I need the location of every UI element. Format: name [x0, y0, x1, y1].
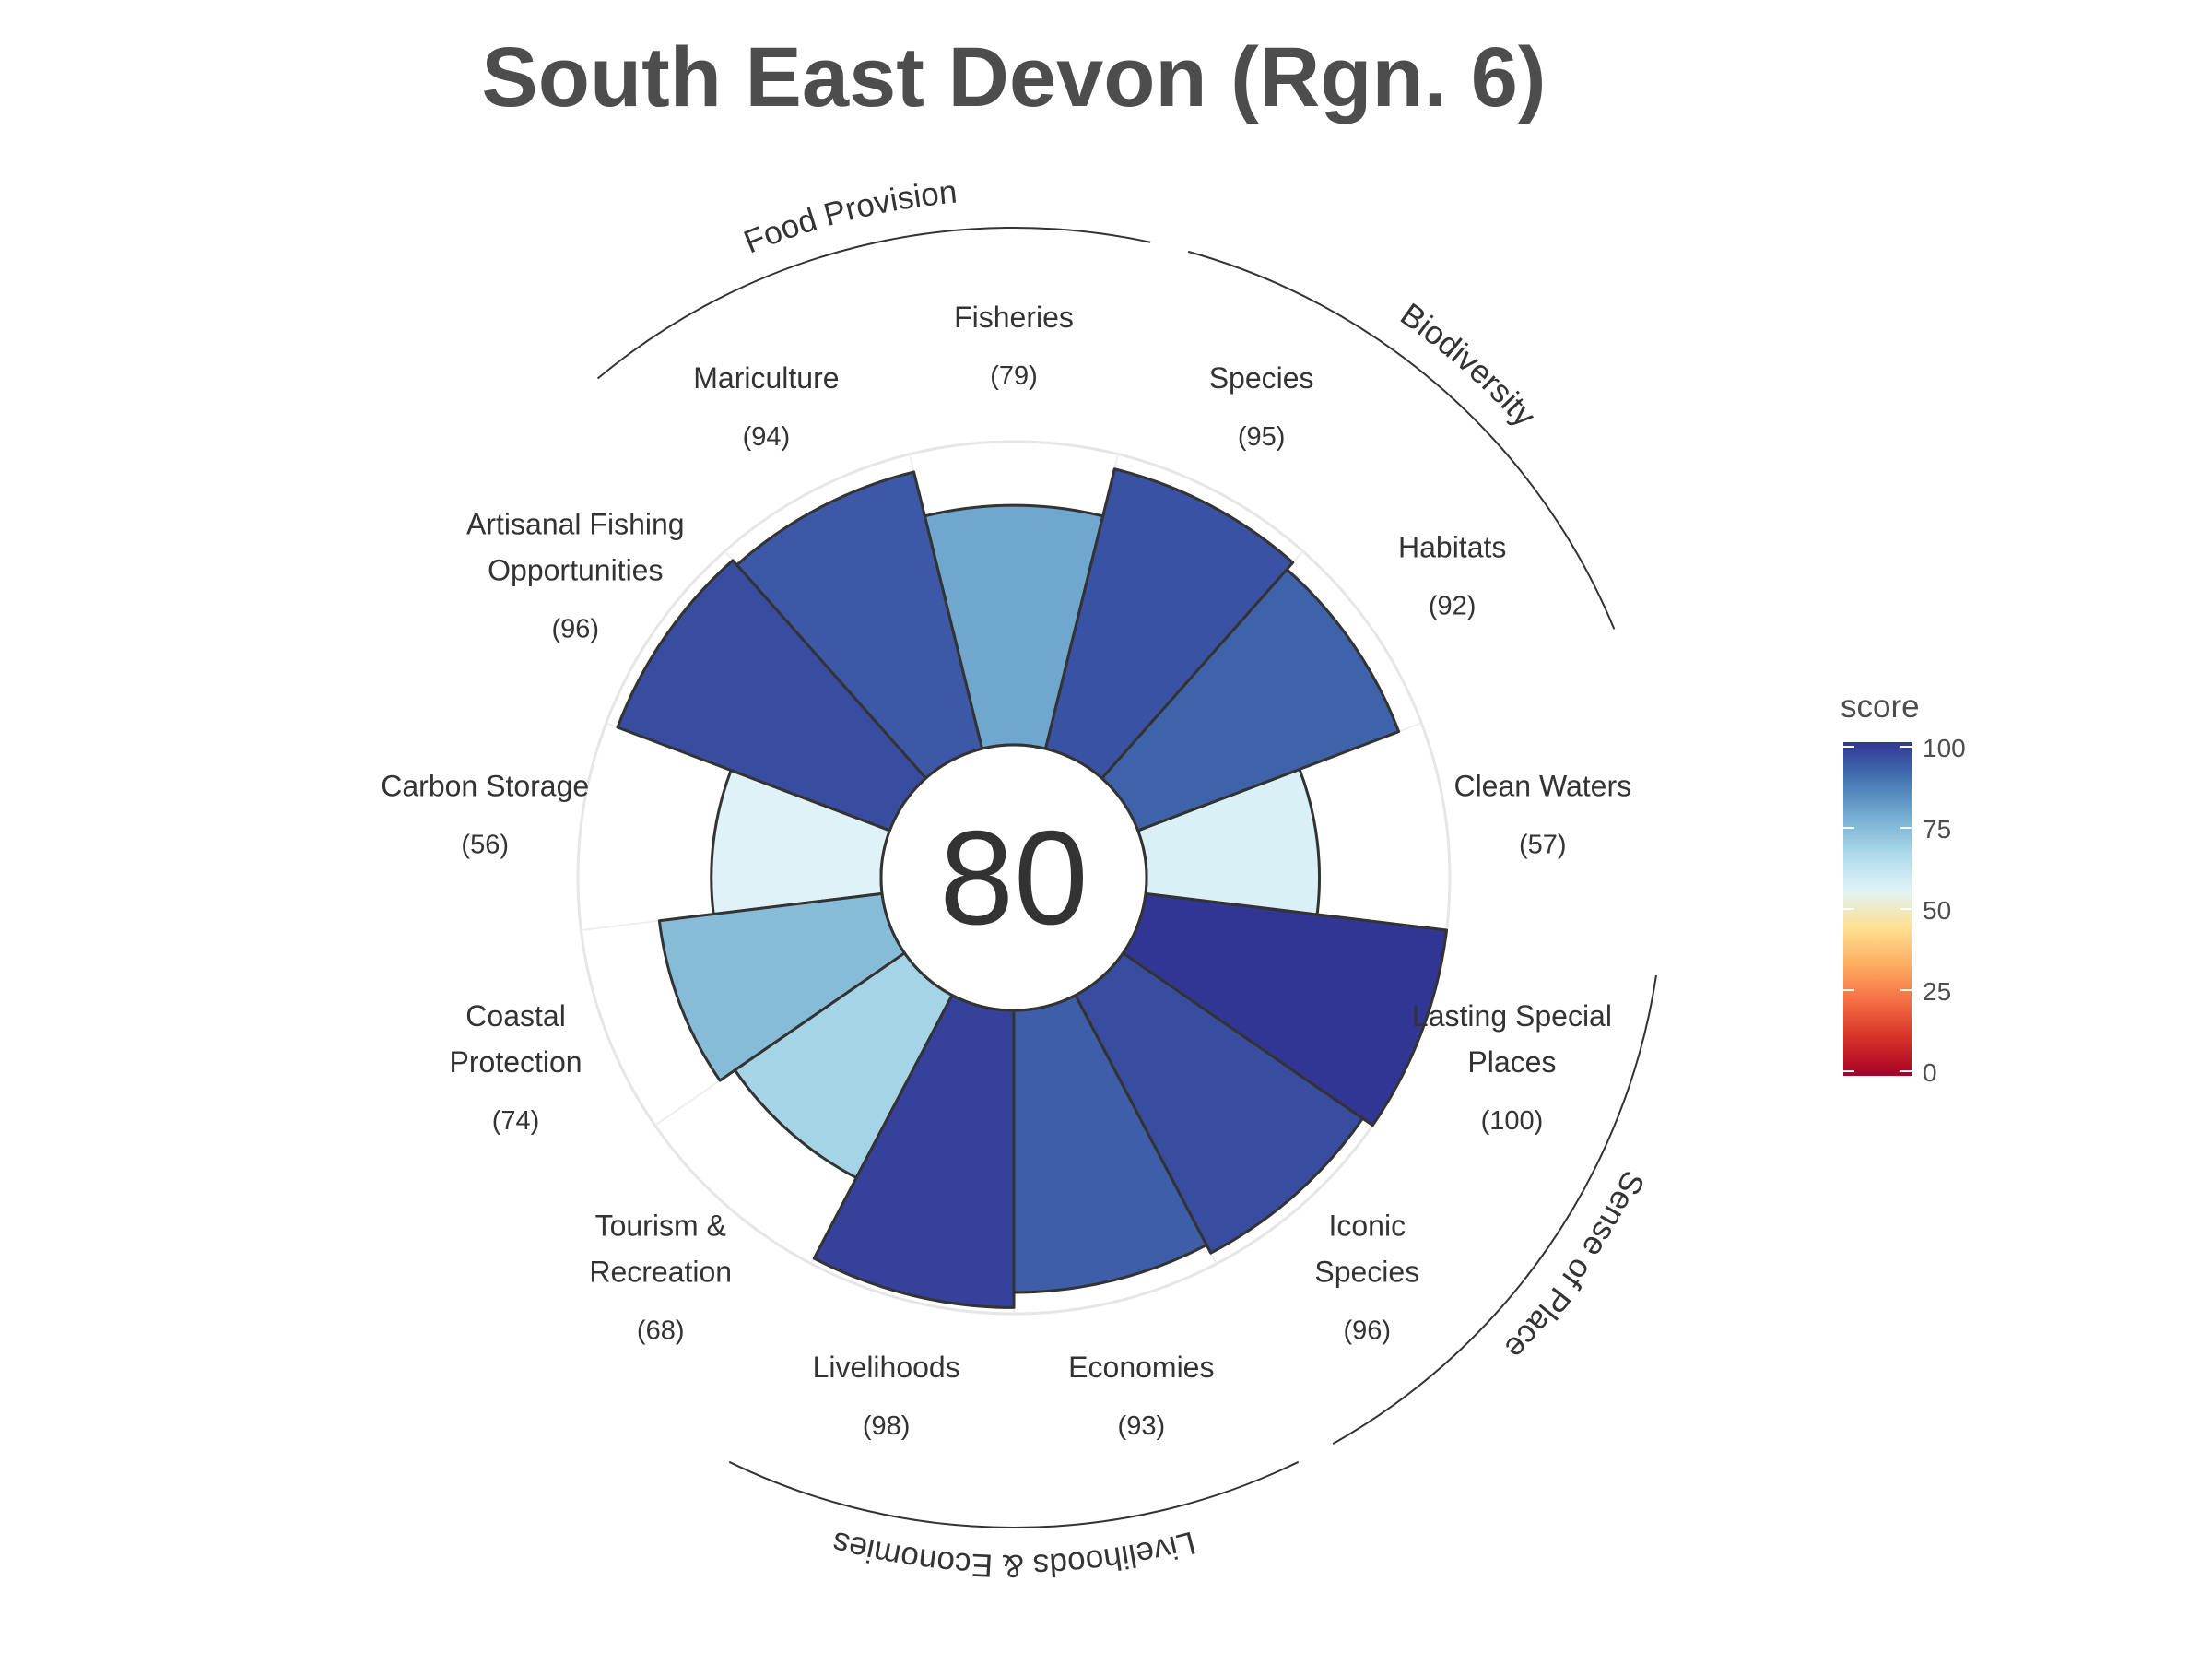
label-layer: Fisheries (79) Mariculture (94) Artisanal Fi… [381, 301, 1631, 1441]
petal-label: Tourism & Recreation (68) [589, 1210, 732, 1346]
petal-score-label: (56) [461, 830, 509, 859]
petal-label-text: Clean Waters [1453, 769, 1631, 802]
petal-label: Habitats (92) [1398, 531, 1506, 621]
petal-label: Fisheries (79) [954, 301, 1074, 391]
petal-label-text: Species [1314, 1256, 1419, 1289]
petal-score-label: (92) [1429, 592, 1477, 621]
legend-tick-label: 0 [1923, 1058, 1937, 1087]
petal-label-text: Recreation [589, 1256, 732, 1289]
goal-arc [596, 227, 1151, 380]
petal-label-text: Economies [1068, 1351, 1214, 1384]
petal-label-text: Fisheries [954, 301, 1074, 334]
petal-label-text: Artisanal Fishing [466, 508, 685, 541]
petal-label: Lasting Special Places (100) [1412, 999, 1612, 1136]
petal-label-text: Mariculture [693, 361, 839, 395]
goal-label: Sense of Place [1498, 1165, 1652, 1366]
goal-label: Food Provision [739, 174, 959, 261]
petal-label-text: Carbon Storage [381, 769, 589, 802]
center-circle [879, 743, 1148, 1012]
petal-score-label: (98) [863, 1411, 911, 1441]
petal-label-text: Habitats [1398, 531, 1506, 564]
legend-tick-label: 25 [1923, 977, 1951, 1006]
legend-colorbar [1843, 742, 1912, 1076]
goal-arc [1187, 250, 1616, 630]
petal-label: Clean Waters (57) [1453, 769, 1631, 859]
petal-score-label: (68) [637, 1316, 685, 1346]
legend-ticks: 100 75 50 25 0 [1843, 734, 1966, 1087]
petal-score-label: (96) [1343, 1316, 1391, 1346]
legend-tick-label: 75 [1923, 815, 1951, 844]
petal-label: Iconic Species (96) [1314, 1210, 1419, 1346]
petal-layer [616, 467, 1449, 1309]
goal-arc [728, 1460, 1300, 1528]
goal-label: Livelihoods & Economies [829, 1524, 1199, 1584]
petal-score-label: (96) [552, 615, 600, 644]
petal-score-label: (57) [1519, 830, 1567, 859]
overall-score: 80 [939, 803, 1088, 952]
petal-label-text: Livelihoods [813, 1351, 960, 1384]
petal-label-text: Tourism & [595, 1210, 726, 1243]
petal-label-text: Opportunities [488, 554, 663, 587]
legend-title: score [1841, 689, 1920, 725]
petal-label: Carbon Storage (56) [381, 769, 589, 859]
petal-label-text: Lasting Special [1412, 999, 1612, 1033]
petal-label-text: Protection [450, 1045, 582, 1079]
legend-tick-label: 50 [1923, 896, 1951, 925]
petal-score-label: (94) [743, 422, 791, 452]
petal-label: Coastal Protection (74) [450, 999, 582, 1136]
petal-score-label: (95) [1238, 422, 1286, 452]
petal-score-label: (100) [1481, 1106, 1544, 1136]
petal-label: Mariculture (94) [693, 361, 839, 452]
petal-label-text: Coastal [465, 999, 566, 1033]
petal-score-label: (79) [990, 361, 1038, 391]
goal-arc [1332, 974, 1657, 1446]
petal-label-text: Places [1467, 1045, 1556, 1079]
chart-title: South East Devon (Rgn. 6) [481, 30, 1546, 124]
petal-label: Livelihoods (98) [813, 1351, 960, 1441]
petal-label-text: Species [1209, 361, 1314, 395]
petal-label-text: Iconic [1328, 1210, 1406, 1243]
petal-score-label: (74) [492, 1106, 540, 1136]
petal-label: Species (95) [1209, 361, 1314, 452]
petal-label: Economies (93) [1068, 1351, 1214, 1441]
score-legend: score 100 75 50 25 0 [1841, 689, 1966, 1087]
petal-score-label: (93) [1118, 1411, 1166, 1441]
petal-label: Artisanal Fishing Opportunities (96) [466, 508, 685, 644]
legend-tick-label: 100 [1923, 734, 1966, 762]
